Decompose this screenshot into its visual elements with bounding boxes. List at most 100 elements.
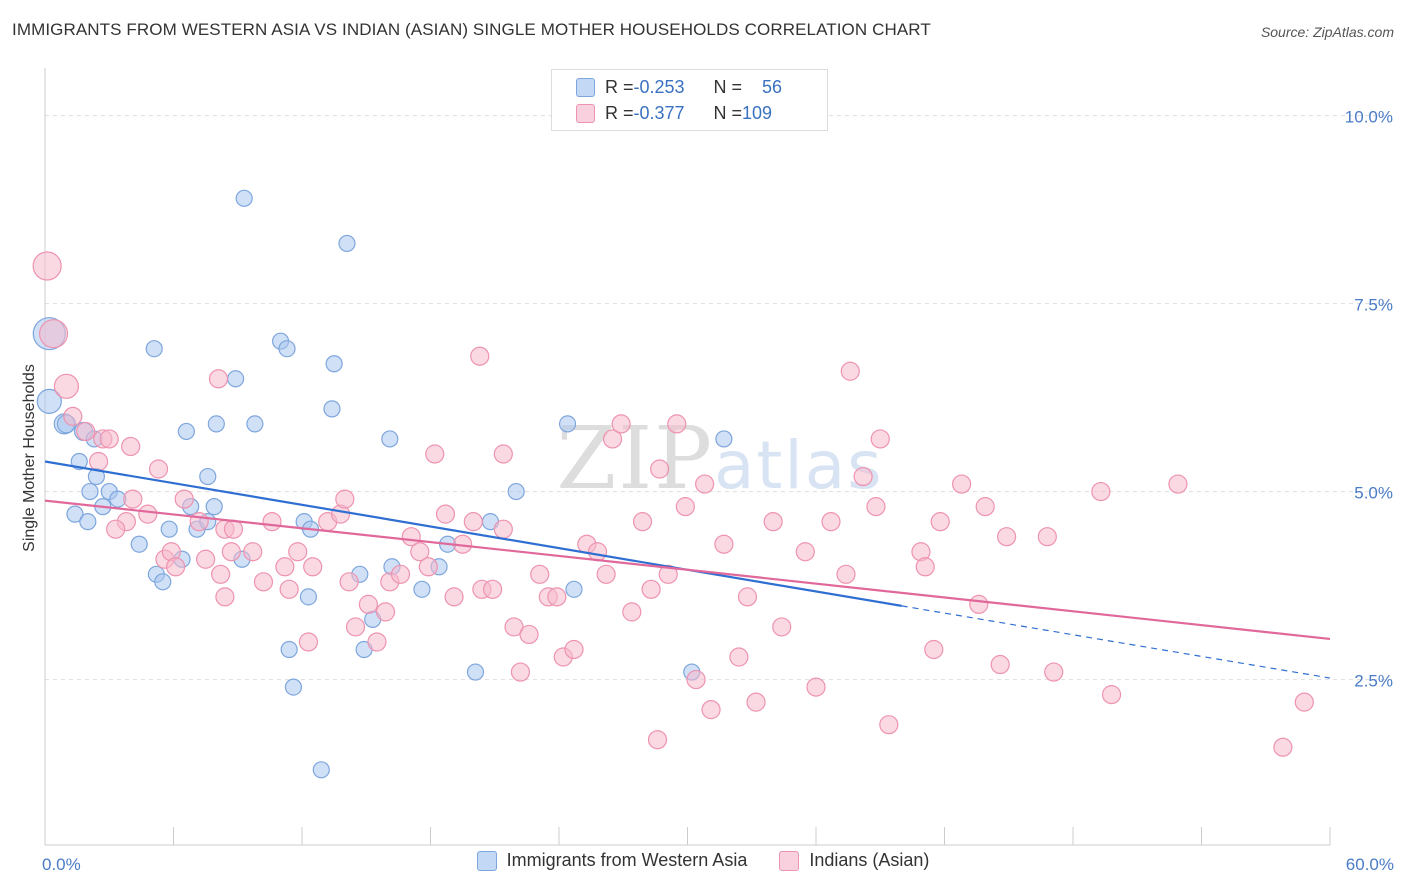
indians-point (345, 617, 366, 637)
western-asia-point (207, 415, 225, 433)
r-label: R = (605, 102, 634, 123)
western-asia-point (227, 370, 245, 388)
western-asia-point (323, 400, 341, 418)
indians-point (493, 444, 513, 464)
indians-point (504, 617, 524, 637)
legend-item-western-asia[interactable]: Immigrants from Western Asia (476, 850, 747, 871)
indians-point (390, 564, 411, 584)
western-asia-legend-swatch (476, 850, 497, 871)
indians-point (298, 632, 319, 652)
indians-point (519, 624, 539, 645)
indians-point (483, 579, 503, 599)
y-tick-label: 5.0% (1354, 484, 1393, 503)
source-label: Source: ZipAtlas.com (1260, 24, 1394, 40)
indians-point (510, 662, 531, 682)
western-asia-point (466, 663, 485, 681)
western-asia-swatch (576, 77, 595, 97)
indians-point (1294, 692, 1314, 712)
n-label: N = (713, 102, 743, 123)
n-value: 56 (762, 76, 783, 97)
indians-point (358, 594, 378, 614)
indians-point (1091, 481, 1111, 502)
indians-point (729, 647, 749, 667)
stats-row-western-asia: R = -0.253 N = 56 (576, 75, 782, 99)
indians-point (746, 692, 766, 712)
western-asia-point (338, 234, 356, 253)
indians-point (303, 557, 323, 577)
indians-point (969, 594, 989, 614)
indians-point (211, 564, 231, 584)
western-asia-trend-line (44, 460, 902, 607)
indians-point (493, 519, 513, 539)
indians-point (737, 587, 758, 607)
indians-point (695, 474, 715, 494)
x-tick-label: 60.0% (1346, 855, 1394, 874)
western-asia-point (381, 430, 399, 448)
western-asia-point (177, 422, 195, 441)
indians-point (138, 504, 158, 524)
western-asia-point (235, 189, 253, 207)
western-asia-point (413, 580, 431, 598)
western-asia-point (199, 467, 217, 486)
indians-point (148, 459, 169, 479)
indians-point (530, 564, 550, 584)
n-value: 109 (742, 102, 773, 123)
indians-point (1273, 737, 1293, 757)
western-asia-point (79, 513, 97, 531)
y-tick-label: 2.5% (1354, 672, 1393, 691)
indians-point (215, 587, 235, 607)
western-asia-point (154, 573, 172, 591)
indians-point (76, 421, 96, 442)
western-asia-point (246, 415, 264, 433)
indians-point (990, 654, 1010, 675)
western-asia-point (81, 482, 99, 501)
indians-point (121, 436, 141, 457)
indians-point (367, 632, 387, 652)
indians-point (650, 459, 670, 479)
western-asia-point (205, 498, 223, 516)
indians-point (772, 617, 792, 637)
indians-point (547, 587, 567, 607)
western-asia-point (160, 520, 178, 538)
indians-point (821, 512, 841, 532)
indians-point (470, 346, 490, 366)
indians-point (208, 369, 229, 389)
r-value: -0.377 (633, 102, 685, 123)
western-asia-point (284, 678, 303, 696)
indians-point (641, 579, 661, 599)
indians-point (952, 474, 972, 494)
indians-point (410, 542, 430, 562)
western-asia-point (558, 415, 577, 433)
indians-point (930, 512, 950, 532)
indians-point (1044, 662, 1064, 682)
indians-point (611, 414, 631, 434)
indians-point (1101, 685, 1122, 705)
indians-point (658, 564, 678, 584)
indians-point (279, 579, 299, 599)
watermark-text: ZIPatlas (556, 409, 883, 509)
indians-point (243, 542, 263, 562)
indians-point (564, 639, 584, 660)
indians-point (795, 542, 815, 562)
western-asia-point (130, 535, 148, 553)
indians-point (686, 669, 706, 690)
indians-point (106, 519, 126, 539)
indians-point (262, 512, 282, 532)
indians-point (166, 557, 186, 577)
indians-point (189, 512, 209, 532)
indians-point (1037, 527, 1057, 547)
western-asia-point (280, 640, 298, 659)
western-asia-point (565, 580, 583, 598)
y-tick-label: 10.0% (1345, 108, 1393, 127)
indians-point (853, 466, 873, 487)
indians-point (63, 406, 83, 426)
x-tick-label: 0.0% (42, 855, 81, 874)
indians-point (667, 414, 687, 434)
indians-point (870, 429, 890, 449)
indians-point (418, 557, 438, 577)
indians-point (866, 497, 886, 517)
indians-point (632, 512, 653, 532)
series-legend: Immigrants from Western Asia Indians (As… (0, 850, 1406, 871)
legend-item-indians[interactable]: Indians (Asian) (779, 850, 929, 871)
western-asia-point (66, 505, 84, 523)
